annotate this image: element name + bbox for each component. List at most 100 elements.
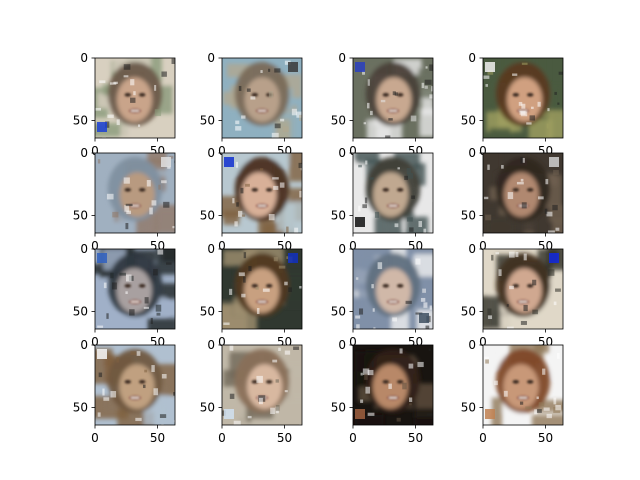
- y-tick-label: 50: [73, 305, 88, 319]
- generated-face-image: [353, 153, 433, 233]
- x-tick-label: 50: [408, 431, 423, 445]
- axes-frame: [221, 248, 303, 330]
- y-tick-label: 50: [331, 401, 346, 415]
- y-tick-label: 0: [338, 51, 346, 65]
- x-tick-label: 0: [479, 144, 487, 158]
- x-tick-label: 0: [91, 431, 99, 445]
- generated-face-image: [95, 153, 175, 233]
- x-tick-label: 50: [150, 431, 165, 445]
- y-tick-label: 50: [73, 209, 88, 223]
- axes-frame: [352, 57, 434, 139]
- generated-face-image: [222, 345, 302, 425]
- subplot-4-4: 0 50 0 50: [461, 338, 564, 445]
- x-tick-label: 0: [91, 239, 99, 253]
- y-tick-label: 0: [207, 242, 215, 256]
- generated-face-image: [95, 249, 175, 329]
- axes-frame: [482, 57, 564, 139]
- x-tick-label: 0: [91, 144, 99, 158]
- generated-face-image: [353, 249, 433, 329]
- y-tick-label: 0: [207, 51, 215, 65]
- y-tick-label: 50: [200, 209, 215, 223]
- axes-frame: [221, 57, 303, 139]
- y-tick-label: 0: [468, 338, 476, 352]
- y-tick-label: 50: [461, 401, 476, 415]
- x-tick-label: 0: [91, 335, 99, 349]
- generated-face-image: [222, 58, 302, 138]
- x-tick-label: 0: [479, 239, 487, 253]
- x-tick-label: 0: [479, 335, 487, 349]
- y-tick-label: 50: [461, 114, 476, 128]
- generated-face-image: [222, 249, 302, 329]
- y-tick-label: 50: [331, 305, 346, 319]
- axes-frame: [221, 152, 303, 234]
- x-tick-label: 0: [218, 144, 226, 158]
- subplot-4-3: 0 50 0 50: [331, 338, 434, 445]
- axes-frame: [482, 248, 564, 330]
- axes-frame: [94, 344, 176, 426]
- axes-frame: [221, 344, 303, 426]
- x-tick-label: 0: [349, 431, 357, 445]
- axes-frame: [482, 152, 564, 234]
- generated-face-image: [353, 58, 433, 138]
- subplot-4-2: 0 50 0 50: [200, 338, 303, 445]
- y-tick-label: 0: [80, 51, 88, 65]
- generated-face-image: [95, 58, 175, 138]
- y-tick-label: 50: [73, 114, 88, 128]
- y-tick-label: 50: [200, 114, 215, 128]
- axes-frame: [482, 344, 564, 426]
- x-tick-label: 0: [218, 431, 226, 445]
- y-tick-label: 0: [468, 51, 476, 65]
- axes-frame: [94, 57, 176, 139]
- y-tick-label: 50: [200, 401, 215, 415]
- y-tick-label: 0: [80, 338, 88, 352]
- y-tick-label: 0: [80, 242, 88, 256]
- axes-frame: [352, 344, 434, 426]
- subplot-4-1: 0 50 0 50: [73, 338, 176, 445]
- x-tick-label: 50: [538, 431, 553, 445]
- y-tick-label: 0: [468, 242, 476, 256]
- y-tick-label: 0: [338, 338, 346, 352]
- y-tick-label: 50: [461, 305, 476, 319]
- axes-frame: [94, 248, 176, 330]
- generated-face-image: [95, 345, 175, 425]
- axes-frame: [94, 152, 176, 234]
- x-tick-label: 0: [218, 335, 226, 349]
- y-tick-label: 50: [200, 305, 215, 319]
- y-tick-label: 0: [338, 146, 346, 160]
- generated-face-image: [483, 345, 563, 425]
- y-tick-label: 0: [207, 338, 215, 352]
- axes-frame: [352, 248, 434, 330]
- y-tick-label: 50: [73, 401, 88, 415]
- generated-face-image: [483, 58, 563, 138]
- y-tick-label: 50: [331, 209, 346, 223]
- y-tick-label: 50: [331, 114, 346, 128]
- generated-face-image: [353, 345, 433, 425]
- y-tick-label: 0: [80, 146, 88, 160]
- axes-frame: [352, 152, 434, 234]
- y-tick-label: 50: [461, 209, 476, 223]
- y-tick-label: 0: [207, 146, 215, 160]
- x-tick-label: 0: [349, 144, 357, 158]
- generated-face-image: [222, 153, 302, 233]
- x-tick-label: 0: [479, 431, 487, 445]
- y-tick-label: 0: [338, 242, 346, 256]
- generated-face-image: [483, 249, 563, 329]
- x-tick-label: 0: [349, 335, 357, 349]
- x-tick-label: 0: [349, 239, 357, 253]
- y-tick-label: 0: [468, 146, 476, 160]
- generated-face-image: [483, 153, 563, 233]
